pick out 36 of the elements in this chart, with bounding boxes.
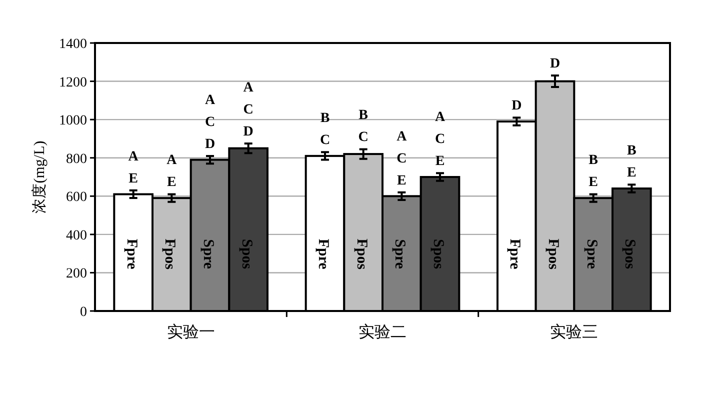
y-tick-label: 600 [66, 190, 87, 206]
y-tick-label: 0 [80, 305, 87, 320]
annotation: B E [626, 144, 636, 181]
text: Fpos [353, 238, 370, 270]
series-label: Spre [200, 239, 216, 270]
text: Fpos [162, 238, 178, 270]
y-tick-label: 400 [66, 228, 87, 244]
series-label: Spos [622, 238, 638, 270]
series-label: Fpos [545, 238, 561, 270]
annotation: A C E [434, 110, 446, 170]
annotation: A E [128, 149, 140, 186]
annotation: B E [588, 153, 598, 190]
x-tick-label: 实验一 [166, 323, 215, 341]
annotation: D [512, 98, 522, 114]
annotation: B C [358, 108, 368, 146]
annotation: D [550, 56, 560, 72]
annotation: A C D [243, 80, 254, 140]
text: Spos [430, 238, 446, 270]
text: Spre [583, 239, 600, 269]
y-tick-label: 800 [66, 152, 87, 167]
y-tick-label: 1400 [59, 37, 87, 52]
text: Spos [238, 238, 254, 270]
annotation: A C D [204, 92, 216, 152]
text: Fpre [506, 238, 523, 270]
annotation: B C [320, 111, 330, 148]
y-tick-label: 1200 [59, 75, 87, 90]
annotation: A E [166, 153, 178, 190]
y-axis-title: 浓度(mg/L) [31, 140, 48, 214]
y-tick-label: 200 [66, 266, 87, 282]
y-tick-label: 1000 [59, 114, 87, 129]
text: Spre [392, 239, 408, 269]
annotation: A C E [396, 129, 408, 188]
series-label: Fpre [315, 238, 331, 270]
text: Fpre [123, 238, 140, 270]
x-tick-label: 实验三 [550, 323, 598, 341]
x-tick-label: 实验二 [358, 323, 406, 341]
